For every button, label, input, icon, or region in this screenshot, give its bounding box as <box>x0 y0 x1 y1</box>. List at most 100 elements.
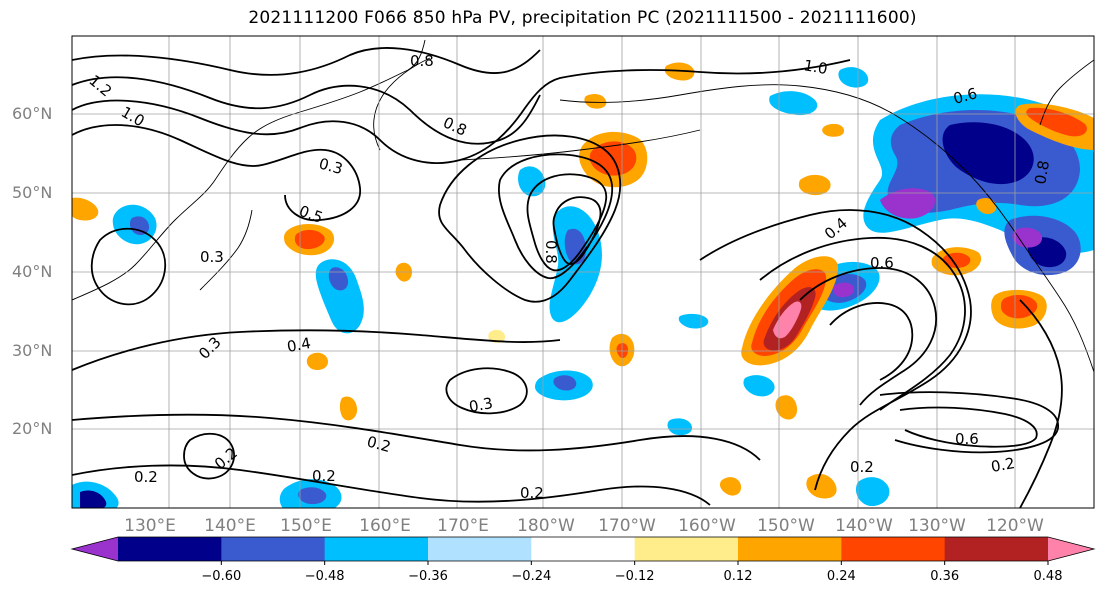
coastline-north-america <box>1039 59 1094 126</box>
neg-region-southwest-core <box>80 490 107 508</box>
neg-region-aleutian <box>518 166 546 197</box>
neg-region-mid-pacific-purple <box>833 282 855 298</box>
contour-label: 0.3 <box>317 154 345 178</box>
contour-trough-1 <box>498 153 613 280</box>
map-frame <box>71 35 1095 509</box>
pos-region-north-3 <box>798 174 831 196</box>
pos-region-mid-6 <box>775 395 798 420</box>
contour-label: 0.2 <box>365 432 393 456</box>
colorbar-tick-label: 0.12 <box>724 569 753 584</box>
contour-label: 0.2 <box>850 458 874 476</box>
colorbar-tick-label: −0.12 <box>615 569 655 584</box>
graticule <box>72 36 1094 508</box>
contour-label: 0.2 <box>520 484 544 502</box>
contour-label: 0.6 <box>955 430 979 448</box>
lon-label: 150°E <box>280 516 332 536</box>
contour-southwest-closed <box>183 432 235 480</box>
pos-region-north-4 <box>822 123 845 137</box>
pos-region-east-pacific-max <box>773 301 802 339</box>
colorbar-segment <box>738 537 842 561</box>
pos-region-small-2 <box>976 197 997 215</box>
contour-trough-2 <box>526 173 608 272</box>
pos-region-south <box>806 473 837 499</box>
colorbar-extend-min <box>72 537 118 561</box>
neg-region-north-2 <box>838 67 869 88</box>
contour-north-4 <box>72 124 361 222</box>
pos-region-small-1 <box>488 329 506 343</box>
contour-west-closed <box>90 227 167 306</box>
contour-subtropic-3 <box>72 464 711 506</box>
lon-label: 140°W <box>835 516 893 536</box>
coastline-japan <box>199 209 253 291</box>
lon-label: 180°W <box>517 516 575 536</box>
pos-region-west <box>72 197 99 221</box>
pos-region-kamchatka-core <box>294 229 325 250</box>
contour-trough-outer <box>438 134 622 303</box>
contour-north-1 <box>72 47 541 76</box>
neg-region-bc-purple <box>1012 227 1043 248</box>
lon-label: 140°E <box>204 516 256 536</box>
map-title: 2021111200 F066 850 hPa PV, precipitatio… <box>248 8 917 28</box>
neg-region-south-2 <box>855 477 890 506</box>
lon-label: 160°W <box>678 516 736 536</box>
colorbar-segment <box>221 537 326 561</box>
contour-ridge-east-3 <box>799 267 937 406</box>
lon-label: 170°E <box>437 516 489 536</box>
neg-region-japan-core <box>129 216 150 236</box>
contour-label: 0.8 <box>410 52 434 70</box>
colorbar-segment <box>118 537 222 561</box>
contour-label: 0.8 <box>542 240 560 264</box>
latitude-labels: 60°N 50°N 40°N 30°N 20°N <box>12 104 52 438</box>
lon-label: 170°W <box>598 516 656 536</box>
contour-label: 0.2 <box>134 468 158 486</box>
contour-label: 0.2 <box>312 467 336 485</box>
pos-region-south-2 <box>719 477 742 496</box>
contour-east-coast <box>1019 299 1063 508</box>
lon-label: 130°W <box>908 516 966 536</box>
contour-label: 0.8 <box>1031 159 1053 186</box>
coastline-kamchatka <box>373 57 431 151</box>
neg-region-south-1-core <box>298 487 327 505</box>
pos-region-nw-coast-core <box>1026 107 1087 137</box>
pos-region-mid-3 <box>306 352 328 371</box>
lon-label: 160°E <box>359 516 411 536</box>
lon-label: 130°E <box>124 516 176 536</box>
neg-region-alaska-purple <box>880 188 936 219</box>
colorbar-segment <box>634 537 739 561</box>
contour-label: 0.6 <box>870 254 894 272</box>
contour-label: 0.2 <box>990 454 1017 476</box>
coastlines <box>72 39 1094 373</box>
longitude-labels: 130°E 140°E 150°E 160°E 170°E 180°W 170°… <box>124 516 1044 536</box>
lat-label: 50°N <box>12 183 52 202</box>
colorbar-segment <box>531 537 636 561</box>
colorbar-tick-label: −0.48 <box>305 569 345 584</box>
colorbar-segment <box>428 537 532 561</box>
lat-label: 40°N <box>12 262 52 281</box>
colorbar-outline <box>70 536 1096 562</box>
coastline-aleutians <box>459 129 701 161</box>
contour-north-2 <box>72 76 541 145</box>
lat-label: 60°N <box>12 104 52 123</box>
colorbar-segment <box>324 537 429 561</box>
contour-label: 0.4 <box>286 334 313 356</box>
pv-contours <box>72 47 1063 508</box>
contour-north-3 <box>72 59 851 164</box>
colorbar-tick-label: −0.36 <box>408 569 448 584</box>
colorbar-extend-max <box>1048 537 1094 561</box>
colorbar-tick-label: 0.36 <box>930 569 959 584</box>
lon-label: 120°W <box>986 516 1044 536</box>
colorbar-segment <box>841 537 946 561</box>
coastline-alaska <box>559 84 1094 373</box>
contour-trough-3 <box>552 196 602 265</box>
pos-region-pnw-core <box>1000 294 1038 319</box>
colorbar-tick-label: −0.24 <box>511 569 551 584</box>
neg-region-subtropic-3 <box>743 375 775 397</box>
neg-region-northeast-core <box>942 122 1034 185</box>
contour-subtropic-2 <box>72 413 761 461</box>
contour-ridge-east-4 <box>829 302 914 381</box>
lat-label: 30°N <box>12 341 52 360</box>
contour-label: 0.3 <box>468 394 495 416</box>
pos-region-north-2 <box>584 93 607 109</box>
contour-ridge-east-2 <box>759 236 966 411</box>
